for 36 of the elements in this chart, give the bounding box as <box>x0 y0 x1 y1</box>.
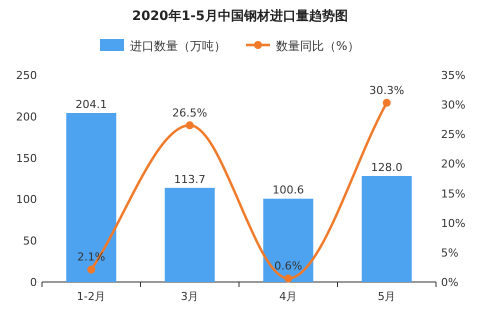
x-tick-label: 5月 <box>378 290 396 303</box>
legend-label: 数量同比（%） <box>276 39 360 53</box>
y2-tick-label: 30% <box>441 98 466 112</box>
bar <box>66 113 116 282</box>
legend-label: 进口数量（万吨） <box>130 39 226 53</box>
x-tick-label: 3月 <box>180 290 199 303</box>
data-label: 0.6% <box>274 259 302 272</box>
data-label: 30.3% <box>369 84 404 97</box>
x-tick-label: 1-2月 <box>76 290 106 303</box>
x-tick-label: 4月 <box>279 290 298 303</box>
data-label: 128.0 <box>371 161 402 174</box>
y-tick-label: 100 <box>16 193 37 206</box>
y-tick-label: 200 <box>16 110 37 124</box>
data-label: 100.6 <box>272 184 304 197</box>
point <box>87 266 96 274</box>
y2-tick-label: 10% <box>441 216 466 230</box>
y2-tick-label: 25% <box>441 128 466 142</box>
bar <box>164 188 215 282</box>
y-tick-label: 0 <box>30 276 37 289</box>
y2-tick-label: 20% <box>441 158 466 171</box>
data-label: 26.5% <box>172 106 208 120</box>
data-label: 113.7 <box>174 172 206 186</box>
y-tick-label: 250 <box>16 69 37 82</box>
data-label: 204.1 <box>76 98 107 112</box>
y2-tick-label: 0% <box>441 276 458 289</box>
y-tick-label: 150 <box>16 152 37 165</box>
y2-tick-label: 35% <box>441 69 466 82</box>
chart-title: 2020年1-5月中国钢材进口量趋势图 <box>132 8 348 24</box>
y2-tick-label: 15% <box>441 187 466 200</box>
bar <box>362 176 412 282</box>
point <box>186 121 194 130</box>
y2-tick-label: 5% <box>441 246 458 260</box>
bar <box>263 198 314 282</box>
point <box>382 98 391 107</box>
point <box>284 274 292 282</box>
y-tick-label: 50 <box>23 234 37 248</box>
